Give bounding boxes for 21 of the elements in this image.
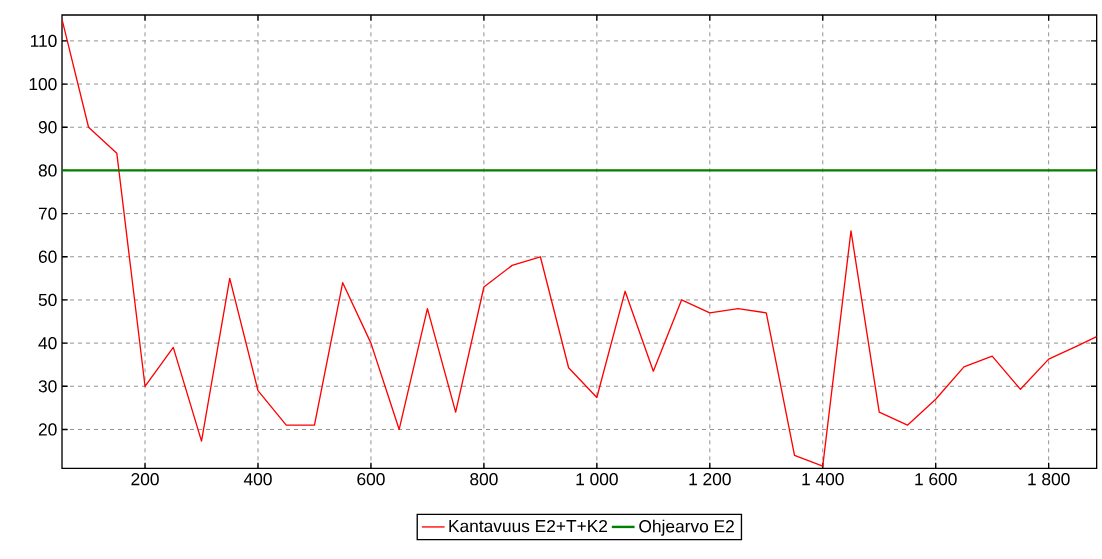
y-tick-label: 50 [38, 293, 57, 307]
x-tick-label: 1 400 [802, 473, 844, 486]
y-tick-label: 80 [38, 164, 57, 177]
x-tick-label: 1 200 [689, 473, 731, 486]
y-tick-label: 40 [38, 336, 57, 350]
y-tick-label: 30 [38, 380, 57, 393]
y-tick-label: 90 [38, 121, 57, 134]
x-tick-label: 200 [131, 473, 159, 486]
x-tick-label: 400 [243, 473, 272, 486]
x-tick-label: 600 [357, 473, 385, 486]
y-tick-label: 110 [30, 34, 57, 48]
x-tick-label: 1 600 [915, 473, 957, 486]
x-tick-label: 800 [470, 473, 498, 486]
y-tick-label: 60 [38, 250, 57, 263]
legend-label: Ohjearvo E2 [639, 519, 734, 536]
y-tick-label: 20 [38, 423, 57, 436]
x-tick-label: 1 000 [576, 473, 618, 486]
legend-label: Kantavuus E2+T+K2 [449, 519, 608, 533]
x-tick-label: 1 800 [1028, 473, 1070, 486]
y-tick-label: 100 [29, 77, 57, 91]
y-tick-label: 70 [38, 207, 57, 220]
